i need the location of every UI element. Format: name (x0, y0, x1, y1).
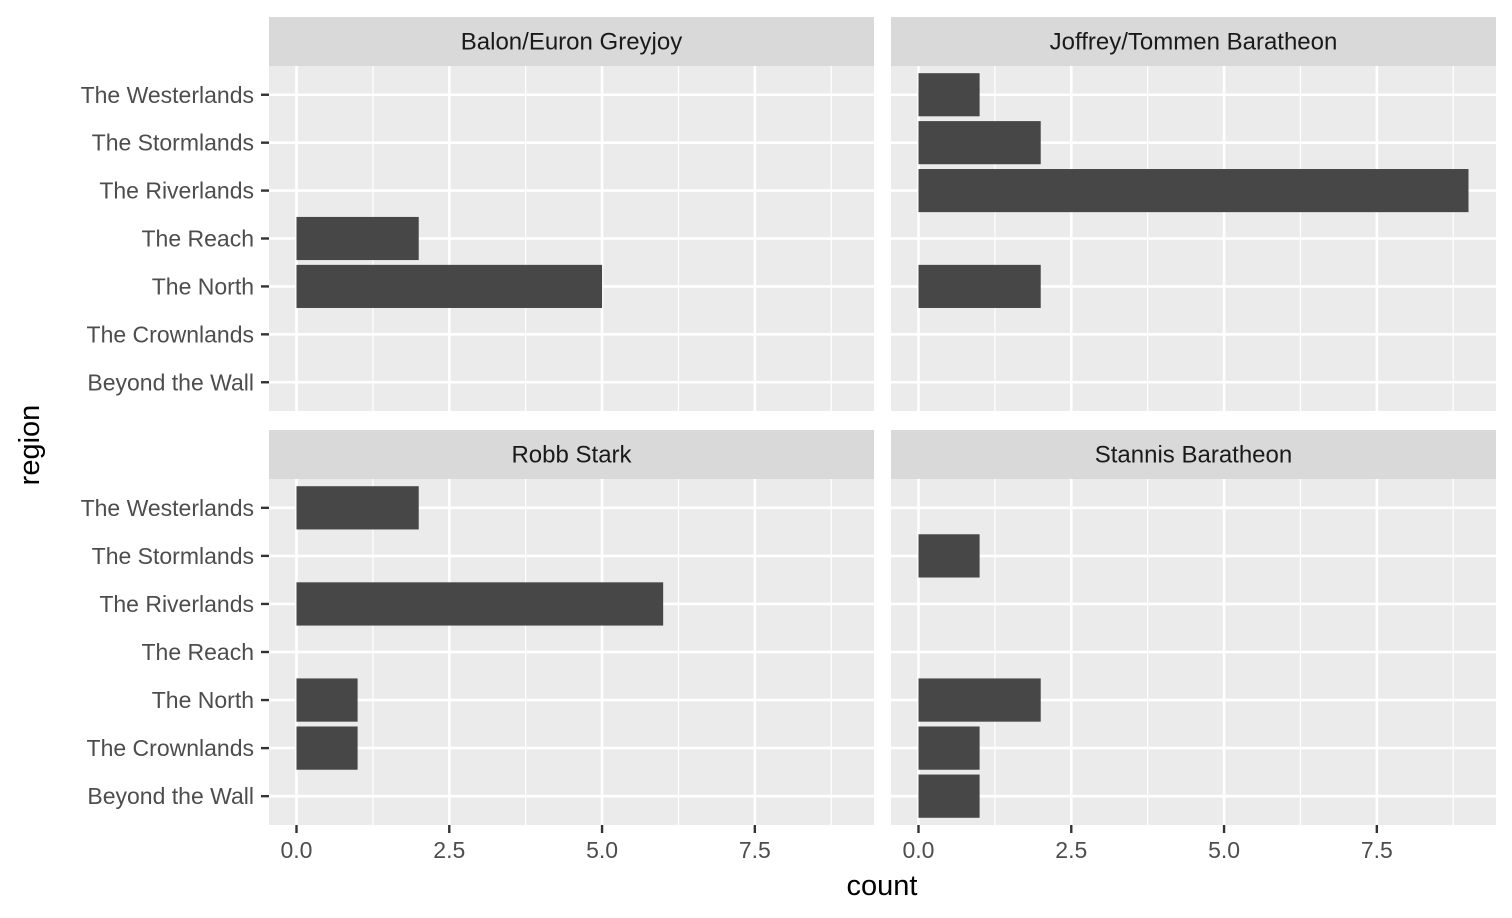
x-tick-label: 0.0 (281, 837, 313, 863)
facet-strip (269, 430, 874, 479)
facet-strip (891, 430, 1496, 479)
y-tick-label: The North (152, 273, 254, 299)
y-tick-label: The Stormlands (92, 543, 254, 569)
y-tick-label: The Reach (141, 226, 254, 252)
bar (918, 169, 1469, 213)
facet-panel: Balon/Euron Greyjoy The Westerlands The St… (81, 17, 874, 411)
y-tick-label: Beyond the Wall (87, 783, 254, 809)
y-tick-label: The Reach (141, 639, 254, 665)
y-tick-label: The Crownlands (87, 321, 254, 347)
y-tick-label: The Riverlands (99, 591, 254, 617)
x-axis-title: count (847, 870, 918, 902)
bar (918, 534, 980, 578)
bar (918, 726, 980, 770)
bar (296, 216, 419, 261)
bar (918, 121, 1041, 165)
facet-panel: Joffrey/Tommen Baratheon (891, 17, 1496, 411)
facet-title: Balon/Euron Greyjoy (461, 29, 682, 56)
bar (296, 678, 358, 722)
facet-title: Robb Stark (511, 442, 632, 469)
x-tick-label: 2.5 (433, 837, 465, 863)
x-tick-label: 0.0 (903, 837, 935, 863)
facet-title: Stannis Baratheon (1095, 442, 1292, 469)
y-axis-title: region (14, 405, 46, 486)
bar (918, 73, 980, 117)
y-tick-label: The Westerlands (81, 82, 254, 108)
y-tick-label: The Riverlands (99, 178, 254, 204)
facet-strip (269, 17, 874, 66)
y-tick-label: The North (152, 687, 254, 713)
x-tick-label: 7.5 (739, 837, 771, 863)
bar (296, 264, 603, 308)
x-tick-label: 5.0 (586, 837, 618, 863)
facet-panel: Stannis Baratheon 0.0 2.5 5.0 7.5 (891, 430, 1496, 863)
bar (296, 486, 419, 530)
bar (918, 774, 980, 818)
facet-panel: Robb Stark The Westerlands The Stormlands T… (81, 430, 874, 863)
y-tick-label: The Westerlands (81, 495, 254, 521)
bar (296, 582, 664, 626)
y-tick-label: Beyond the Wall (87, 369, 254, 395)
bar (918, 264, 1041, 308)
panels: Balon/Euron Greyjoy The Westerlands The St… (81, 17, 1496, 863)
x-tick-label: 7.5 (1361, 837, 1393, 863)
bar (918, 678, 1041, 722)
facet-strip (891, 17, 1496, 66)
y-tick-label: The Stormlands (92, 130, 254, 156)
x-tick-label: 2.5 (1055, 837, 1087, 863)
facet-title: Joffrey/Tommen Baratheon (1050, 29, 1338, 56)
y-tick-label: The Crownlands (87, 735, 254, 761)
bar (296, 726, 358, 770)
x-tick-label: 5.0 (1208, 837, 1240, 863)
